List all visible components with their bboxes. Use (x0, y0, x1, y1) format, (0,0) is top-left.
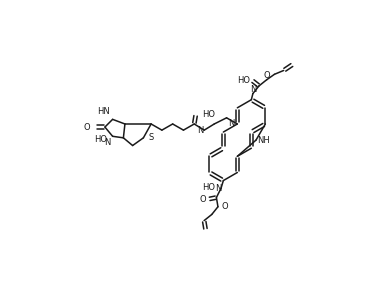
Text: O: O (84, 123, 90, 132)
Text: N: N (104, 138, 110, 147)
Text: S: S (148, 133, 153, 142)
Text: N: N (197, 126, 204, 135)
Text: NH: NH (257, 136, 270, 145)
Text: HO: HO (238, 76, 251, 85)
Text: O: O (264, 72, 270, 81)
Text: O: O (222, 202, 228, 211)
Text: HN: HN (98, 107, 110, 116)
Text: HO: HO (95, 135, 107, 144)
Text: HO: HO (202, 110, 215, 119)
Text: N: N (215, 184, 222, 193)
Text: N: N (250, 85, 256, 93)
Text: O: O (200, 194, 206, 204)
Text: HO: HO (202, 183, 215, 192)
Text: N: N (228, 119, 234, 128)
